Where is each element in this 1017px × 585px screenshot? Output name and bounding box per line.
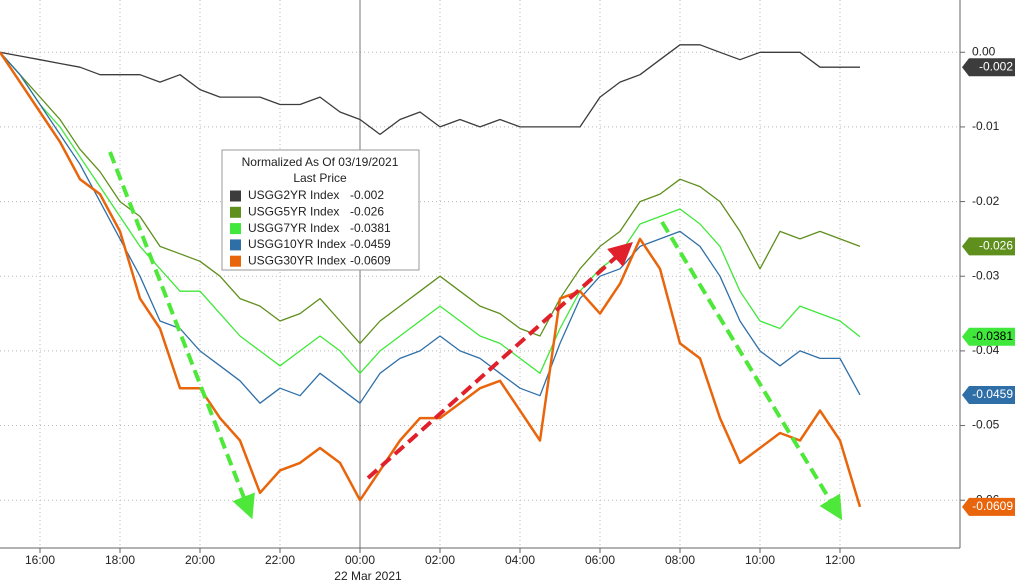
x-tick-label: 12:00 (825, 553, 855, 567)
x-tick-label: 22:00 (265, 553, 295, 567)
last-price-tag (962, 237, 1015, 256)
last-price-label: -0.0381 (972, 329, 1013, 343)
x-tick-label: 06:00 (585, 553, 615, 567)
legend-label: USGG30YR Index (248, 253, 346, 267)
series-line (0, 51, 861, 345)
annotation-arrows (108, 151, 843, 521)
legend-value: -0.002 (350, 188, 384, 202)
last-price-label: -0.026 (979, 239, 1013, 253)
x-tick-label: 00:00 (345, 553, 375, 567)
last-price-tag (962, 497, 1015, 516)
y-tick-label: -0.02 (972, 194, 1000, 208)
x-tick-label: 04:00 (505, 553, 535, 567)
legend-label: USGG2YR Index (248, 188, 339, 202)
last-price-tag (962, 327, 1015, 346)
last-price-tag (962, 385, 1015, 404)
plot-area: 0.00-0.01-0.02-0.03-0.04-0.05-0.0616:001… (0, 0, 1000, 583)
series-line (0, 51, 861, 374)
legend: Normalized As Of 03/19/2021 Last Price U… (221, 149, 420, 271)
y-tick-label: -0.03 (972, 268, 1000, 282)
last-price-tags: -0.002 -0.026 -0.0381 -0.0459 -0.0609 (962, 58, 1015, 516)
x-tick-label: 02:00 (425, 553, 455, 567)
y-tick-label: 0.00 (972, 44, 996, 58)
x-date-label: 22 Mar 2021 (334, 569, 402, 583)
x-tick-label: 18:00 (105, 553, 135, 567)
y-tick-label: -0.04 (972, 343, 1000, 357)
last-price-label: -0.002 (979, 59, 1013, 73)
series-line (0, 44, 860, 136)
legend-swatch (230, 190, 241, 202)
x-tick-label: 16:00 (25, 553, 55, 567)
x-tick-label: 20:00 (185, 553, 215, 567)
last-price-label: -0.0459 (972, 387, 1013, 401)
legend-label: USGG10YR Index (248, 237, 346, 251)
series-line (0, 51, 862, 508)
legend-value: -0.026 (350, 204, 384, 218)
legend-swatch (230, 223, 241, 235)
trend-arrow (366, 242, 633, 480)
y-tick-label: -0.01 (972, 119, 1000, 133)
legend-label: USGG5YR Index (248, 204, 339, 218)
legend-title: Normalized As Of 03/19/2021 (242, 155, 399, 169)
trend-arrow (660, 220, 843, 521)
legend-box (221, 149, 420, 271)
legend-swatch (230, 255, 241, 267)
legend-value: -0.0381 (350, 221, 391, 235)
last-price-tag (962, 58, 1015, 77)
trend-arrow (108, 151, 255, 520)
x-tick-label: 08:00 (665, 553, 695, 567)
last-price-label: -0.0609 (972, 499, 1013, 513)
y-tick-label: -0.05 (972, 418, 1000, 432)
legend-swatch (230, 239, 241, 251)
legend-value: -0.0609 (350, 253, 391, 267)
x-tick-label: 10:00 (745, 553, 775, 567)
legend-subtitle: Last Price (293, 171, 347, 185)
legend-value: -0.0459 (350, 237, 391, 251)
series-line (0, 51, 861, 404)
legend-label: USGG7YR Index (248, 221, 339, 235)
legend-swatch (230, 206, 241, 218)
